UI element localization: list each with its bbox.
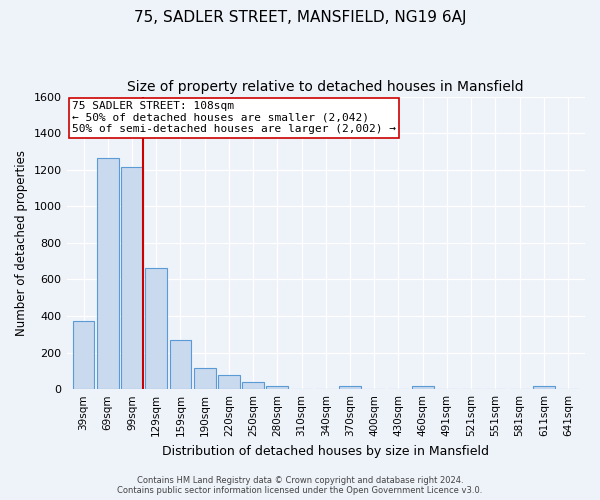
- X-axis label: Distribution of detached houses by size in Mansfield: Distribution of detached houses by size …: [162, 444, 489, 458]
- Text: 75 SADLER STREET: 108sqm
← 50% of detached houses are smaller (2,042)
50% of sem: 75 SADLER STREET: 108sqm ← 50% of detach…: [72, 101, 396, 134]
- Bar: [97, 158, 119, 389]
- Text: 75, SADLER STREET, MANSFIELD, NG19 6AJ: 75, SADLER STREET, MANSFIELD, NG19 6AJ: [134, 10, 466, 25]
- Bar: [339, 386, 361, 389]
- Bar: [218, 376, 240, 389]
- Bar: [194, 368, 215, 389]
- Bar: [145, 268, 167, 389]
- Bar: [121, 167, 143, 389]
- Text: Contains HM Land Registry data © Crown copyright and database right 2024.
Contai: Contains HM Land Registry data © Crown c…: [118, 476, 482, 495]
- Title: Size of property relative to detached houses in Mansfield: Size of property relative to detached ho…: [127, 80, 524, 94]
- Bar: [412, 386, 434, 389]
- Bar: [242, 382, 264, 389]
- Bar: [73, 320, 94, 389]
- Y-axis label: Number of detached properties: Number of detached properties: [15, 150, 28, 336]
- Bar: [266, 386, 288, 389]
- Bar: [533, 386, 555, 389]
- Bar: [170, 340, 191, 389]
